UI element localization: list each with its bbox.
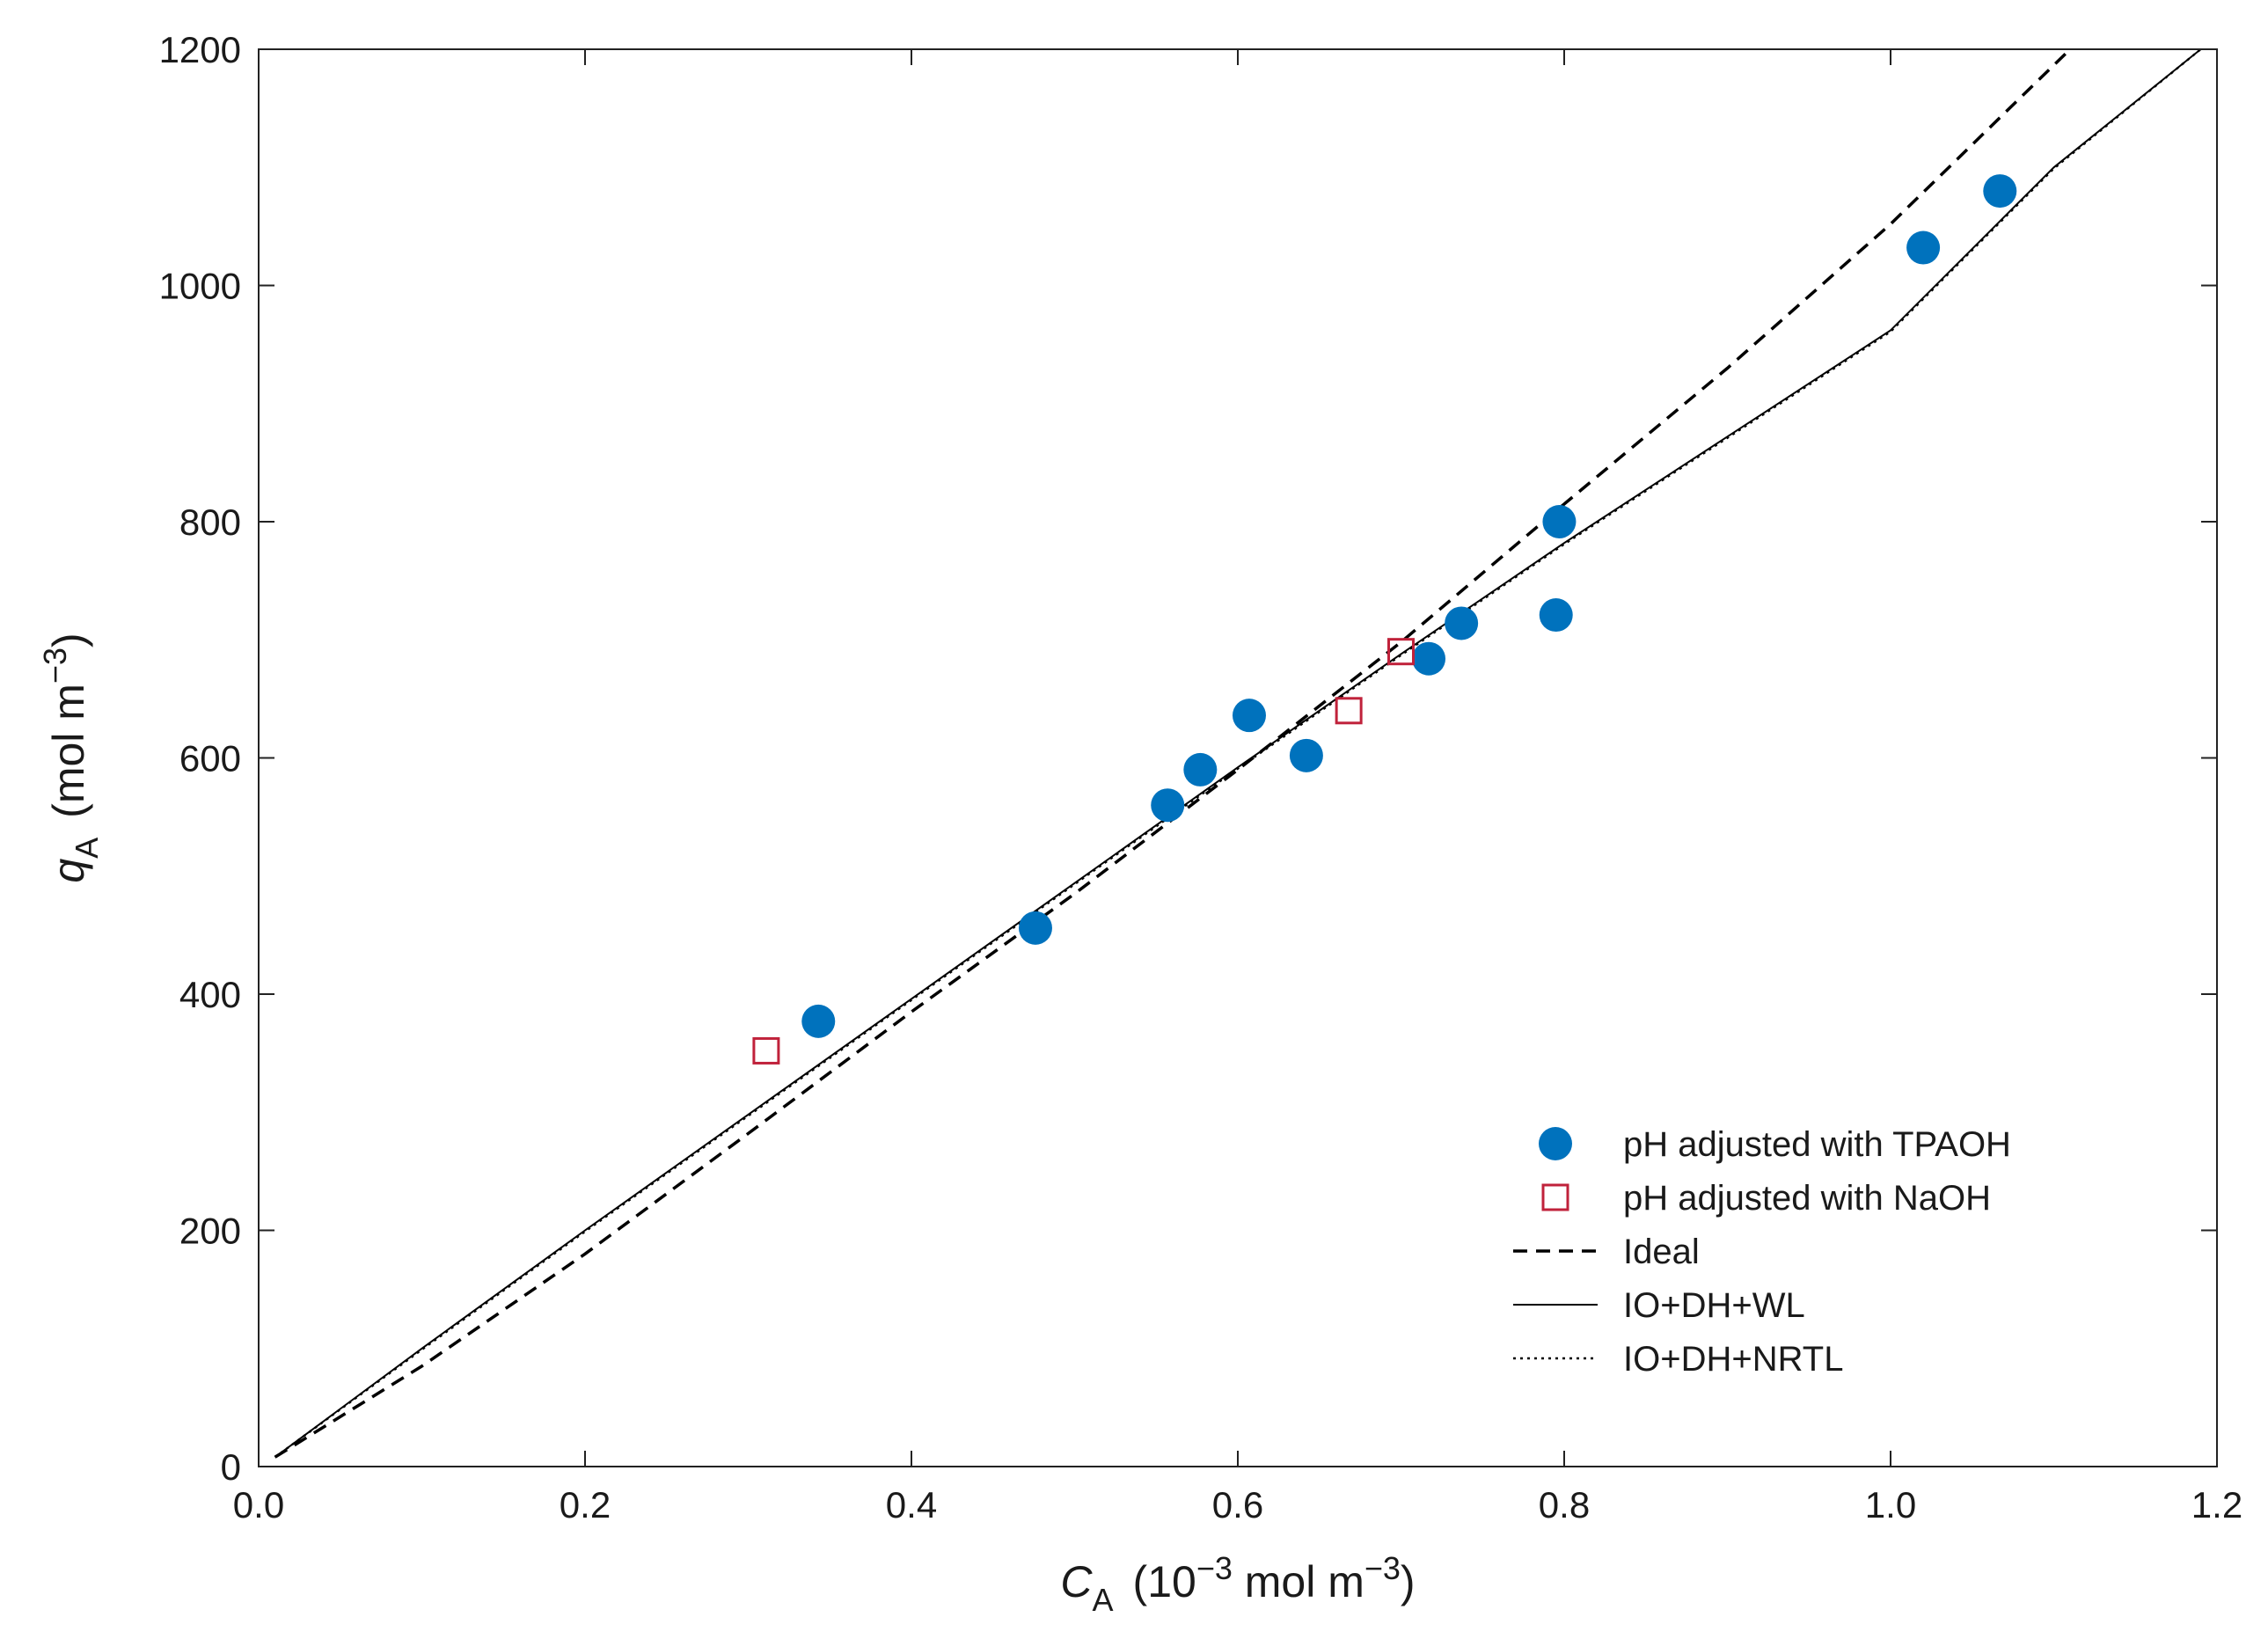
y-tick-label: 0 (221, 1446, 241, 1488)
y-axis-units-exponent: −3 (37, 648, 73, 684)
legend-marker-circle (1539, 1127, 1572, 1160)
x-axis-subscript: A (1093, 1582, 1114, 1618)
data-point (1983, 174, 2017, 209)
legend-label: Ideal (1623, 1233, 1700, 1271)
x-axis-units-prefix: (10 (1133, 1557, 1196, 1606)
legend-marker-square (1541, 1183, 1569, 1211)
y-axis-units-prefix: (mol m (44, 684, 93, 818)
x-tick-label: 0.2 (560, 1484, 611, 1526)
x-tick-label: 0.4 (886, 1484, 937, 1526)
x-axis-units-suffix: mol m (1233, 1557, 1364, 1606)
y-tick-label: 400 (179, 974, 241, 1015)
data-point (1542, 505, 1577, 538)
data-point (1445, 606, 1479, 640)
legend-item: IO+DH+NRTL (1513, 1340, 1843, 1379)
legend-label: pH adjusted with TPAOH (1623, 1125, 2011, 1164)
legend-item: pH adjusted with TPAOH (1539, 1125, 2011, 1164)
data-point (1387, 638, 1415, 666)
x-tick-label: 1.0 (1865, 1484, 1916, 1526)
x-axis-units-exponent: −3 (1196, 1550, 1233, 1586)
axis-ticks: 0.0 0.2 0.4 0.6 0.8 1.0 1.2 0 200 400 600 800 1000 12… (159, 29, 2243, 1526)
data-point (1906, 230, 1941, 265)
y-axis-subscript: A (69, 838, 105, 859)
y-tick-label: 600 (179, 738, 241, 779)
data-point (752, 1036, 780, 1065)
legend-item: Ideal (1513, 1233, 1700, 1271)
x-tick-label: 1.2 (2191, 1484, 2242, 1526)
series-ideal (274, 48, 2072, 1459)
x-axis-units-exponent2: −3 (1364, 1550, 1401, 1586)
x-axis-title: CA (10−3 mol m−3) (1060, 1550, 1415, 1618)
data-point (1183, 752, 1218, 787)
legend-label: pH adjusted with NaOH (1623, 1179, 1991, 1218)
x-tick-label: 0.0 (233, 1484, 284, 1526)
legend-label: IO+DH+WL (1623, 1286, 1805, 1325)
y-tick-label: 1000 (159, 266, 241, 307)
series-line-ideal (274, 48, 2072, 1459)
y-axis-symbol: q (44, 859, 93, 883)
y-tick-label: 200 (179, 1211, 241, 1252)
y-tick-label: 1200 (159, 29, 241, 70)
legend-label: IO+DH+NRTL (1623, 1340, 1843, 1379)
x-tick-label: 0.6 (1212, 1484, 1263, 1526)
data-point (1335, 697, 1363, 725)
x-axis-units-close: ) (1401, 1557, 1416, 1606)
data-point (1018, 911, 1052, 945)
data-point (1232, 699, 1266, 733)
legend-item: IO+DH+WL (1513, 1286, 1805, 1325)
data-point (1539, 598, 1573, 633)
data-point (801, 1004, 836, 1038)
data-point (1151, 788, 1185, 823)
legend-item: pH adjusted with NaOH (1541, 1179, 1991, 1218)
series-line-io-dh-nrtl (274, 48, 2202, 1459)
series-ph-adjusted-with-naoh (752, 638, 1415, 1065)
series-io-dh-nrtl (274, 48, 2202, 1459)
series-layer (274, 48, 2202, 1459)
legend: pH adjusted with TPAOH pH adjusted with N… (1513, 1125, 2011, 1379)
x-axis-symbol: C (1060, 1557, 1093, 1606)
plot-frame (258, 48, 2218, 1467)
series-ph-adjusted-with-tpaoh (801, 174, 2017, 1038)
data-point (1412, 641, 1446, 676)
y-axis-units-close: ) (44, 633, 93, 648)
data-point (1289, 738, 1323, 772)
y-axis-title: qA (mol m−3) (37, 633, 105, 882)
x-tick-label: 0.8 (1539, 1484, 1590, 1526)
y-tick-label: 800 (179, 501, 241, 543)
